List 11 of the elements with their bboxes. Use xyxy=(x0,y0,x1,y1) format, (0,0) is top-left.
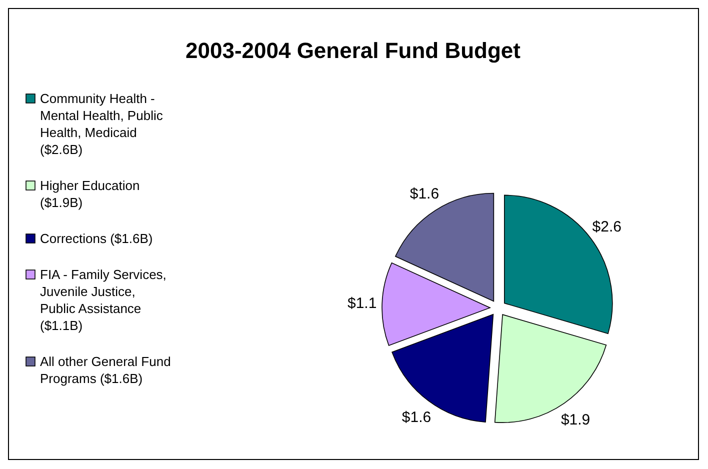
legend-label: Higher Education ($1.9B) xyxy=(40,178,140,210)
legend-label: FIA - Family Services, Juvenile Justice, Public Assistance ($1.1B) xyxy=(40,267,166,333)
data-label: $1.9 xyxy=(560,412,590,429)
legend-label: All other General Fund Programs ($1.6B) xyxy=(40,354,171,386)
data-label: $1.6 xyxy=(402,408,432,426)
data-label: $1.1 xyxy=(347,295,377,312)
data-label: $2.6 xyxy=(592,218,622,236)
legend-label: Corrections ($1.6B) xyxy=(40,231,153,246)
data-label: $1.6 xyxy=(410,186,440,203)
chart-title: 2003-2004 General Fund Budget xyxy=(186,38,522,63)
legend-label: Community Health - Mental Health, Public Health, Medicaid ($2.6B) xyxy=(40,91,164,157)
